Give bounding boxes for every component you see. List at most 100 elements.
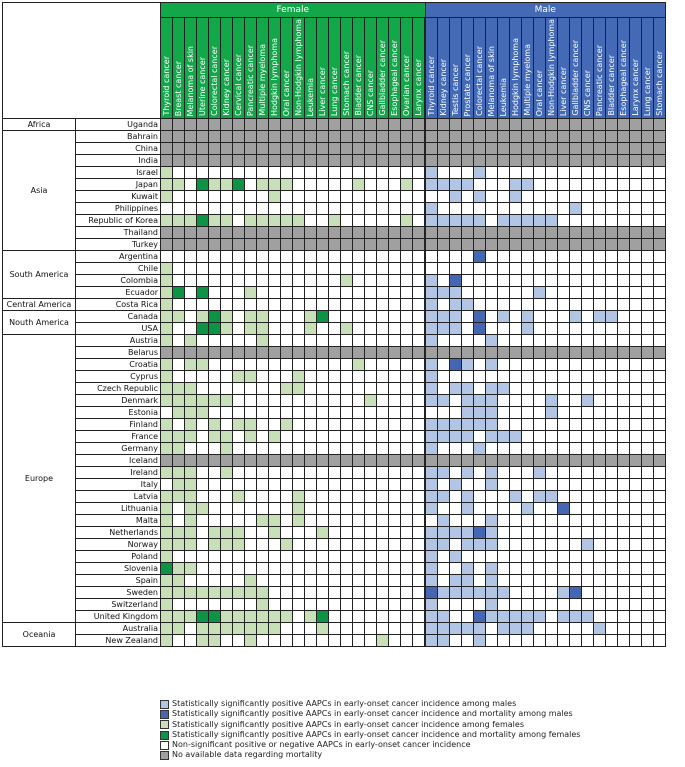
female-cell [352,538,365,551]
column-label: Prostate cancer [463,53,472,116]
male-cell [629,166,642,179]
female-cell [412,130,426,143]
male-cell [485,562,498,575]
female-cell [316,190,329,203]
female-cell [268,418,281,431]
female-cell [388,610,401,623]
male-column-header: Esophageal cancer [617,17,630,119]
female-cell [388,190,401,203]
table-row: Iceland [3,454,666,467]
female-cell [292,214,305,227]
male-cell [617,262,630,275]
female-cell [268,346,281,359]
male-cell [473,310,486,323]
female-cell [292,490,305,503]
male-cell [629,586,642,599]
female-cell [364,298,377,311]
female-cell [172,142,185,155]
male-cell [545,214,558,227]
female-cell [304,430,317,443]
female-cell [184,442,197,455]
female-cell [232,286,245,299]
female-cell [244,394,257,407]
female-cell [376,430,389,443]
male-cell [545,226,558,239]
male-cell [545,430,558,443]
female-cell [400,250,413,263]
female-cell [172,598,185,611]
male-cell [533,298,546,311]
male-cell [437,598,450,611]
female-cell [268,478,281,491]
male-cell [653,586,666,599]
male-cell [437,262,450,275]
legend-item: Statistically significantly positive AAP… [160,699,580,709]
female-cell [232,310,245,323]
corner-blank [2,2,161,119]
male-cell [593,466,606,479]
male-cell [485,130,498,143]
female-cell [184,478,197,491]
female-cell [220,226,233,239]
male-cell [653,370,666,383]
legend-label: No available data regarding mortality [172,750,323,760]
female-cell [172,430,185,443]
male-cell [424,202,438,215]
male-cell [449,370,462,383]
male-cell [437,130,450,143]
female-cell [160,550,173,563]
female-cell [400,178,413,191]
legend-item: Statistically significantly positive AAP… [160,720,580,730]
male-cell [424,538,438,551]
female-cell [160,466,173,479]
female-cell [304,238,317,251]
male-cell [521,586,534,599]
female-cell [304,418,317,431]
male-cell [557,610,570,623]
female-cell [388,622,401,635]
male-cell [605,538,618,551]
male-cell [557,526,570,539]
male-cell [424,574,438,587]
female-cell [184,214,197,227]
female-cell [256,526,269,539]
male-cell [569,346,582,359]
female-cell [376,418,389,431]
country-label: Malta [75,514,161,527]
female-cell [220,154,233,167]
country-label: China [75,142,161,155]
female-cell [256,490,269,503]
female-cell [412,598,426,611]
male-cell [497,502,510,515]
male-cell [533,334,546,347]
female-cell [352,562,365,575]
female-cell [220,598,233,611]
male-cell [605,238,618,251]
female-cell [256,622,269,635]
male-cell [461,214,474,227]
male-cell [449,550,462,563]
female-cell [388,286,401,299]
female-cell [292,250,305,263]
male-cell [617,310,630,323]
male-cell [521,142,534,155]
male-cell [617,250,630,263]
female-cell [376,574,389,587]
female-cell [160,346,173,359]
male-cell [641,634,654,647]
female-cell [340,226,353,239]
female-cell [400,262,413,275]
female-cell [364,358,377,371]
female-cell [220,238,233,251]
female-cell [304,610,317,623]
male-cell [653,478,666,491]
female-cell [244,274,257,287]
female-cell [244,610,257,623]
male-cell [557,394,570,407]
male-cell [617,502,630,515]
female-cell [316,442,329,455]
male-cell [437,346,450,359]
female-cell [196,502,209,515]
female-cell [304,514,317,527]
male-cell [521,634,534,647]
